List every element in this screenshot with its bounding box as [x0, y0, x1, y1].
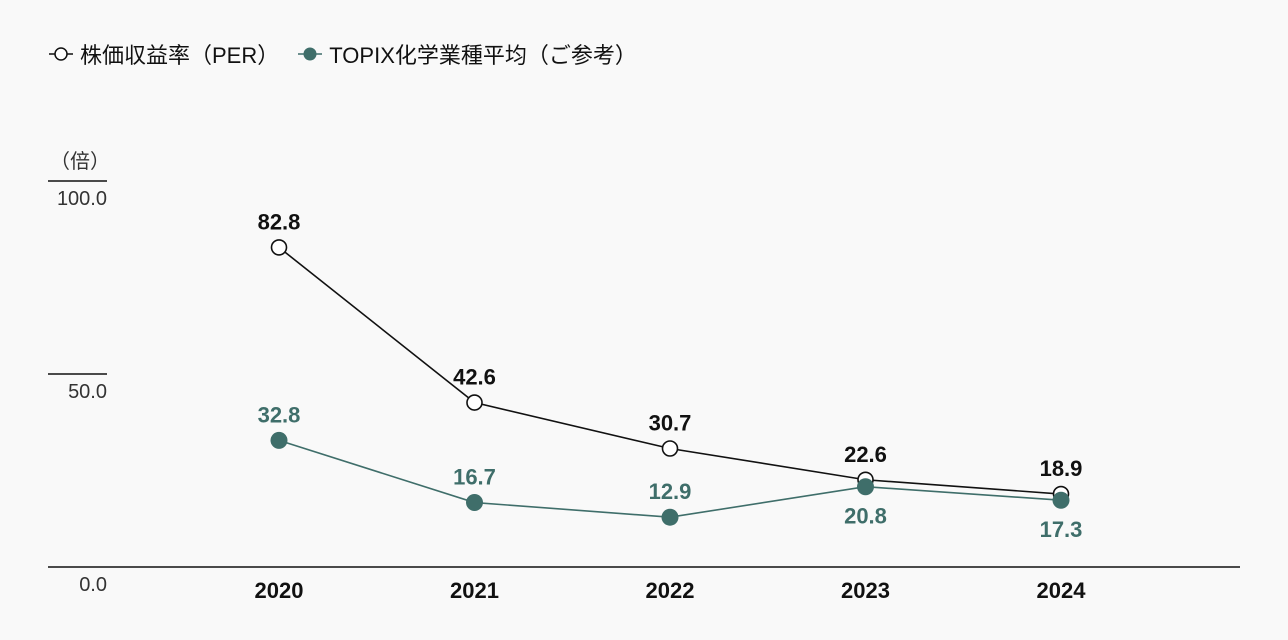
data-point-topix	[661, 508, 679, 526]
x-tick-label: 2023	[841, 578, 890, 603]
x-tick-label: 2022	[646, 578, 695, 603]
data-label-per: 30.7	[649, 410, 692, 435]
data-point-per	[270, 239, 288, 256]
legend-label-topix: TOPIX化学業種平均（ご参考）	[329, 43, 637, 68]
data-point-per	[661, 440, 679, 457]
x-tick-label: 2024	[1037, 578, 1087, 603]
legend-label-per: 株価収益率（PER）	[80, 43, 280, 68]
open-circle-marker-icon	[49, 47, 73, 61]
x-tick-label: 2021	[450, 578, 499, 603]
y-tick-label: 0.0	[79, 574, 107, 596]
data-point-per	[466, 394, 483, 411]
filled-circle-marker-icon	[298, 47, 323, 61]
data-point-topix	[270, 431, 288, 449]
data-label-topix: 17.3	[1040, 517, 1083, 542]
data-label-per: 42.6	[453, 365, 496, 390]
y-tick-label: 100.0	[57, 188, 107, 210]
legend-item-per: 株価収益率（PER）	[48, 38, 279, 70]
data-point-topix	[857, 478, 874, 496]
data-label-per: 82.8	[258, 209, 301, 234]
data-label-topix: 16.7	[453, 465, 496, 490]
series-line-per	[278, 246, 1062, 495]
data-label-topix: 12.9	[649, 479, 692, 504]
data-point-topix	[1052, 491, 1070, 509]
y-axis-unit-label: （倍）	[50, 150, 110, 173]
data-label-topix: 20.8	[844, 504, 887, 529]
data-point-topix	[466, 494, 483, 512]
legend: 株価収益率（PER） TOPIX化学業種平均（ご参考）	[48, 36, 655, 72]
data-label-per: 18.9	[1040, 456, 1083, 481]
x-tick-label: 2020	[255, 578, 304, 603]
y-tick-label: 50.0	[68, 381, 107, 403]
data-label-per: 22.6	[844, 442, 887, 467]
legend-item-topix: TOPIX化学業種平均（ご参考）	[297, 38, 637, 70]
data-label-topix: 32.8	[258, 402, 301, 427]
